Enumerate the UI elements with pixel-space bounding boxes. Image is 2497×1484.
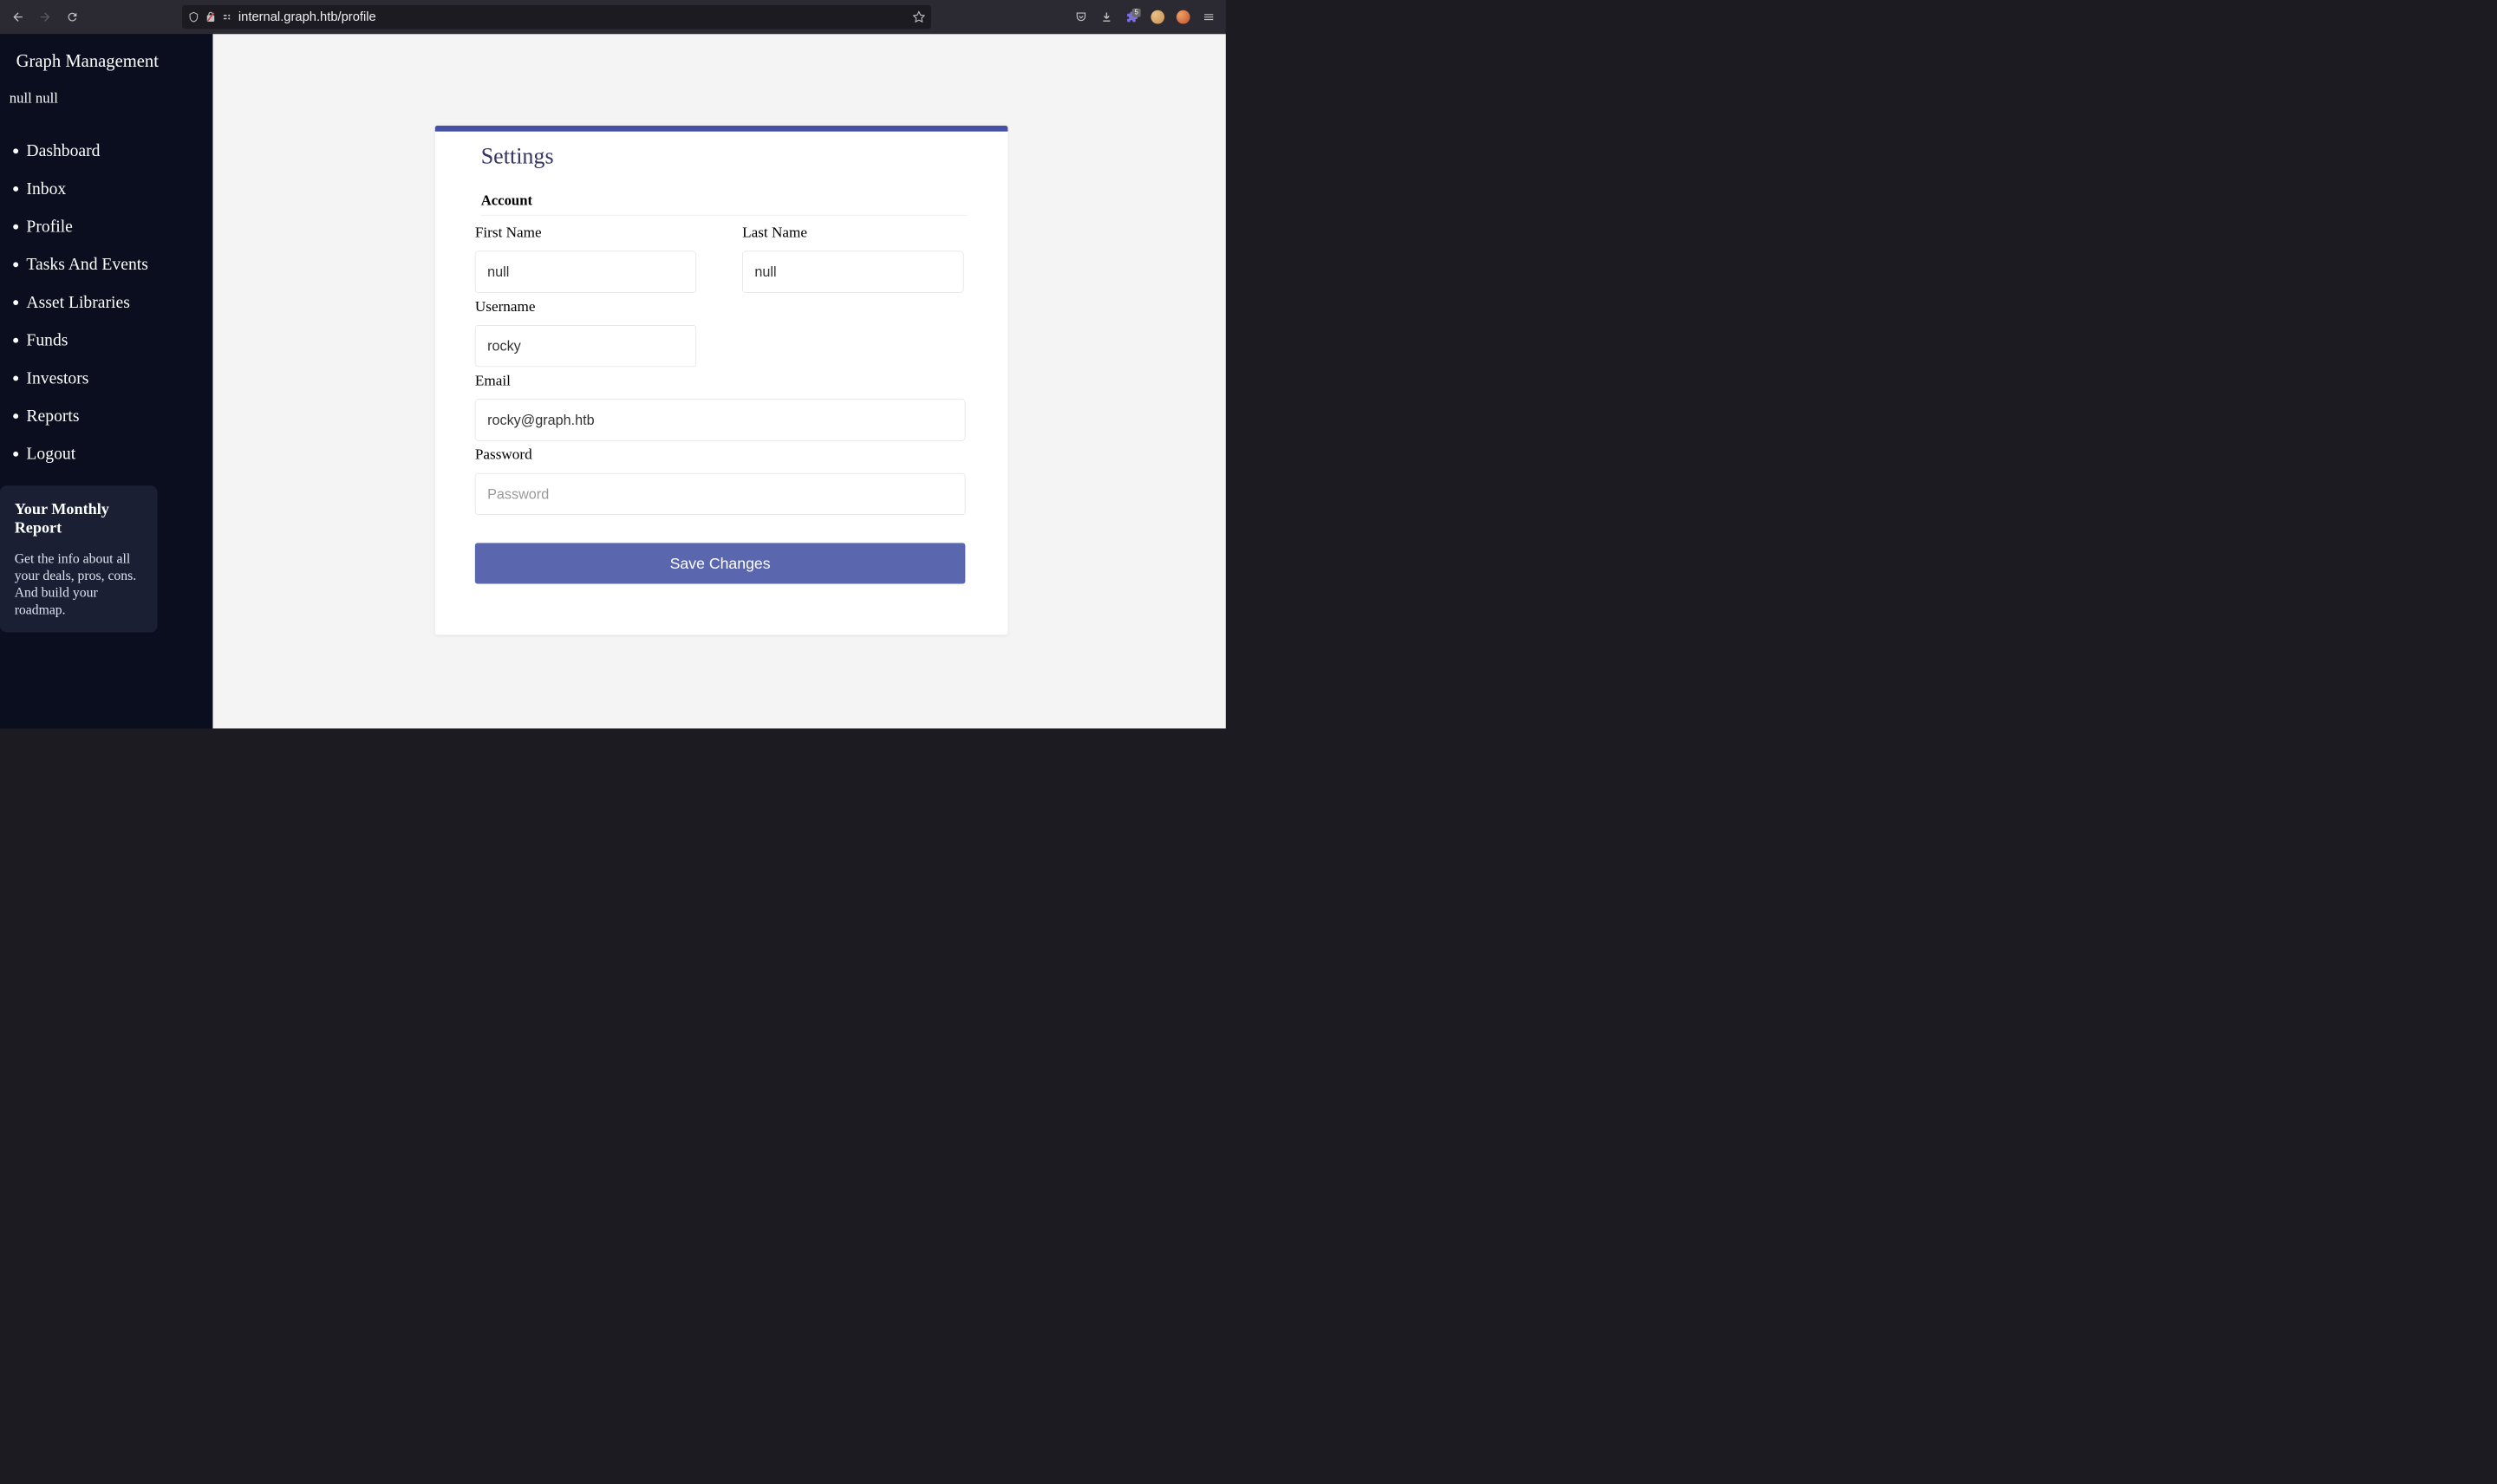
main-container: Graph Management null null Dashboard Inb… [0,34,1226,728]
username-label: Username [475,298,696,316]
last-name-label: Last Name [742,224,963,241]
sidebar-item-asset-libraries[interactable]: Asset Libraries [26,292,203,312]
last-name-input[interactable] [742,251,963,293]
shield-icon[interactable] [188,11,199,23]
page-title: Settings [481,143,968,168]
form-row-name: First Name Last Name [475,224,968,293]
user-display-name: null null [10,90,204,107]
app-title: Graph Management [16,51,204,72]
section-header-account: Account [481,192,968,215]
report-card-text: Get the info about all your deals, pros,… [15,550,143,618]
report-card: Your Monthly Report Get the info about a… [0,485,158,632]
save-changes-button[interactable]: Save Changes [475,543,966,583]
downloads-icon[interactable] [1099,10,1113,24]
sidebar-item-tasks-events[interactable]: Tasks And Events [26,254,203,274]
url-text: internal.graph.htb/profile [238,10,908,24]
form-group-password: Password [475,446,966,515]
url-bar[interactable]: internal.graph.htb/profile [182,5,931,29]
pocket-icon[interactable] [1074,10,1088,24]
extensions-badge: 5 [1132,9,1141,17]
url-security-icons [188,11,233,23]
form-group-email: Email [475,372,966,441]
avatar-cookie-icon[interactable] [1151,10,1164,24]
sidebar-item-inbox[interactable]: Inbox [26,179,203,199]
form-group-last-name: Last Name [742,224,963,293]
report-card-title: Your Monthly Report [15,500,143,538]
nav-controls [10,10,88,25]
sidebar: Graph Management null null Dashboard Inb… [0,34,212,728]
email-input[interactable] [475,399,966,440]
username-input[interactable] [475,325,696,367]
form-row-username: Username [475,298,968,368]
settings-card: Settings Account First Name Last Name [435,126,1008,635]
form-group-first-name: First Name [475,224,696,293]
profile-icon[interactable] [1177,10,1190,24]
bookmark-star-icon[interactable] [912,10,925,23]
sidebar-item-dashboard[interactable]: Dashboard [26,140,203,160]
extensions-icon[interactable]: 5 [1125,10,1139,24]
back-button[interactable] [10,10,26,25]
card-accent-bar [435,126,1008,132]
form-row-email: Email [475,372,968,441]
first-name-label: First Name [475,224,696,241]
content-area: Settings Account First Name Last Name [212,34,1225,728]
browser-toolbar: internal.graph.htb/profile 5 [0,0,1226,34]
reload-button[interactable] [65,10,81,25]
toolbar-right: 5 [1074,10,1216,24]
password-label: Password [475,446,966,463]
password-input[interactable] [475,473,966,515]
sidebar-item-funds[interactable]: Funds [26,329,203,349]
permissions-icon[interactable] [222,11,233,23]
email-label: Email [475,372,966,389]
sidebar-item-investors[interactable]: Investors [26,368,203,387]
sidebar-item-logout[interactable]: Logout [26,444,203,464]
nav-list: Dashboard Inbox Profile Tasks And Events… [10,140,204,481]
sidebar-item-reports[interactable]: Reports [26,406,203,426]
form-group-username: Username [475,298,696,368]
forward-button[interactable] [37,10,53,25]
sidebar-item-profile[interactable]: Profile [26,216,203,236]
menu-hamburger-icon[interactable] [1202,10,1216,24]
form-row-password: Password [475,446,968,515]
first-name-input[interactable] [475,251,696,293]
card-inner: Settings Account First Name Last Name [435,132,1008,584]
lock-insecure-icon[interactable] [205,11,217,23]
